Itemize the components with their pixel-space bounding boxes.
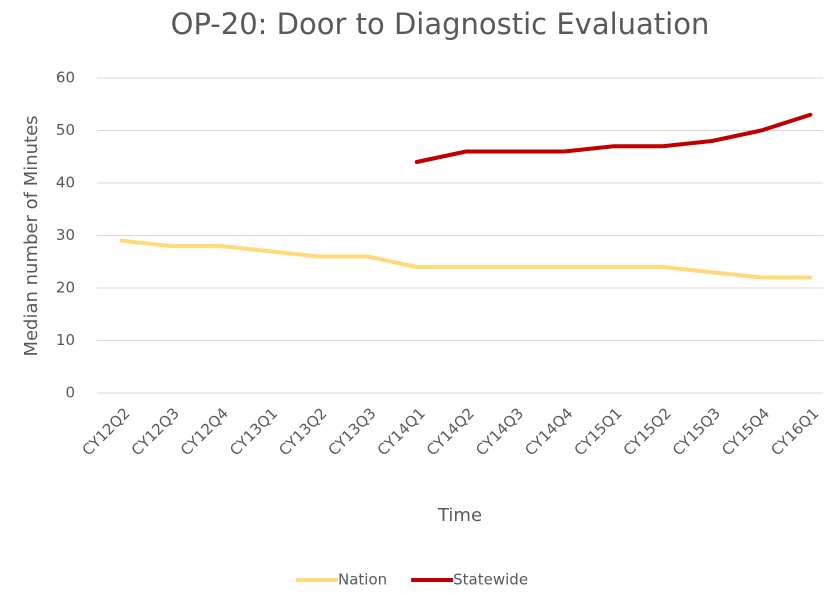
x-tick-label: CY16Q1 <box>767 404 822 459</box>
x-tick-label: CY15Q1 <box>571 404 626 459</box>
x-axis-label: Time <box>437 505 482 526</box>
x-tick-label: CY14Q3 <box>472 404 527 459</box>
x-tick-label: CY12Q4 <box>177 404 232 459</box>
y-tick-label: 40 <box>56 174 75 192</box>
chart-title: OP-20: Door to Diagnostic Evaluation <box>171 7 710 41</box>
x-tick-label: CY15Q2 <box>620 404 675 459</box>
y-tick-label: 10 <box>56 331 75 349</box>
y-tick-label: 0 <box>65 384 75 402</box>
y-tick-label: 20 <box>56 279 75 297</box>
x-tick-label: CY13Q2 <box>275 404 330 459</box>
x-tick-label: CY13Q3 <box>325 404 380 459</box>
y-tick-label: 30 <box>56 226 75 244</box>
x-tick-label: CY13Q1 <box>226 404 281 459</box>
x-tick-label: CY15Q3 <box>669 404 724 459</box>
x-tick-label: CY14Q4 <box>521 404 576 459</box>
x-tick-label: CY15Q4 <box>718 404 773 459</box>
series-line <box>119 238 813 280</box>
x-tick-label: CY14Q2 <box>423 404 478 459</box>
series-line <box>414 112 813 164</box>
x-tick-label: CY14Q1 <box>374 404 429 459</box>
legend-label: Nation <box>338 571 387 589</box>
x-tick-label: CY12Q2 <box>79 404 134 459</box>
y-axis-label: Median number of Minutes <box>21 115 42 356</box>
y-tick-label: 60 <box>56 69 75 87</box>
x-tick-label: CY12Q3 <box>128 404 183 459</box>
y-tick-label: 50 <box>56 121 75 139</box>
legend-label: Statewide <box>453 571 528 589</box>
